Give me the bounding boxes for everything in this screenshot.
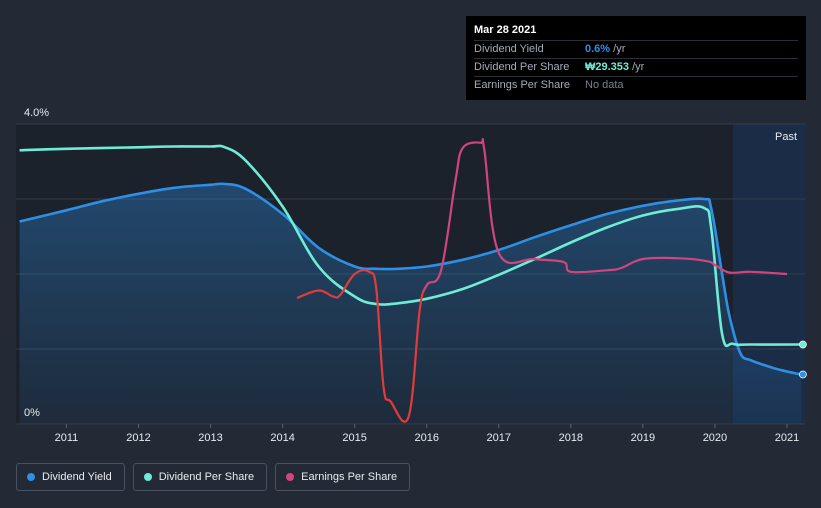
tooltip-row-dividend-per-share: Dividend Per Share ₩29.353 /yr: [474, 58, 798, 76]
tooltip-value-number: ₩29.353: [585, 61, 630, 73]
tooltip-label: Dividend Yield: [474, 43, 544, 55]
dividend-yield-dot-icon: [27, 473, 35, 481]
x-tick-label: 2017: [487, 432, 511, 444]
x-tick-label: 2020: [703, 432, 727, 444]
tooltip-date: Mar 28 2021: [474, 24, 537, 36]
x-axis: 2011 2012 2013 2014 2015 2016 2017 2018 2019 2020…: [55, 424, 799, 444]
legend-item-dividend-yield[interactable]: Dividend Yield: [16, 463, 125, 491]
tooltip-value: 0.6% /yr: [585, 41, 625, 58]
x-tick-label: 2016: [414, 432, 438, 444]
tooltip-value: No data: [585, 77, 624, 94]
x-tick-label: 2014: [270, 432, 294, 444]
past-region-label: Past: [775, 131, 797, 143]
tooltip-value-number: 0.6%: [585, 43, 611, 55]
legend-label: Dividend Per Share: [158, 471, 255, 483]
x-tick-label: 2011: [55, 432, 79, 444]
x-tick-label: 2013: [198, 432, 222, 444]
y-tick-label-top: 4.0%: [24, 107, 49, 119]
x-tick-label: 2018: [559, 432, 583, 444]
tooltip-row-earnings-per-share: Earnings Per Share No data: [474, 76, 798, 94]
legend: Dividend Yield Dividend Per Share Earnin…: [16, 463, 411, 491]
y-tick-label-bottom: 0%: [24, 407, 40, 419]
tooltip-value-number: No data: [585, 79, 624, 91]
dividend-yield-endpoint[interactable]: [798, 370, 807, 379]
earnings-per-share-line-negative: [296, 269, 424, 423]
legend-item-dividend-per-share[interactable]: Dividend Per Share: [132, 463, 268, 491]
legend-item-earnings-per-share[interactable]: Earnings Per Share: [275, 463, 411, 491]
earnings-per-share-dot-icon: [286, 473, 295, 481]
tooltip-label: Dividend Per Share: [474, 61, 570, 73]
dividend-per-share-dot-icon: [143, 473, 152, 481]
x-tick-label: 2021: [775, 432, 799, 444]
series-endpoints: [798, 340, 807, 379]
tooltip-value-suffix: /yr: [629, 61, 645, 73]
series-lines: [19, 138, 802, 423]
dividend-per-share-line: [19, 144, 802, 348]
tooltip-value-suffix: /yr: [610, 43, 626, 55]
dividend-yield-area: [19, 183, 802, 424]
series-areas: [19, 183, 802, 424]
tooltip-value: ₩29.353 /yr: [585, 59, 644, 76]
dividend-yield-line: [19, 182, 802, 376]
tooltip-row-dividend-yield: Dividend Yield 0.6% /yr: [474, 40, 798, 58]
dividend-per-share-endpoint[interactable]: [798, 340, 807, 349]
x-tick-label: 2019: [631, 432, 655, 444]
tooltip: Mar 28 2021 Dividend Yield 0.6% /yr Divi…: [466, 16, 806, 100]
legend-label: Dividend Yield: [42, 471, 112, 483]
tooltip-label: Earnings Per Share: [474, 79, 570, 91]
earnings-per-share-line: [423, 138, 788, 296]
x-tick-label: 2015: [342, 432, 366, 444]
legend-label: Earnings Per Share: [301, 471, 398, 483]
x-tick-label: 2012: [126, 432, 150, 444]
